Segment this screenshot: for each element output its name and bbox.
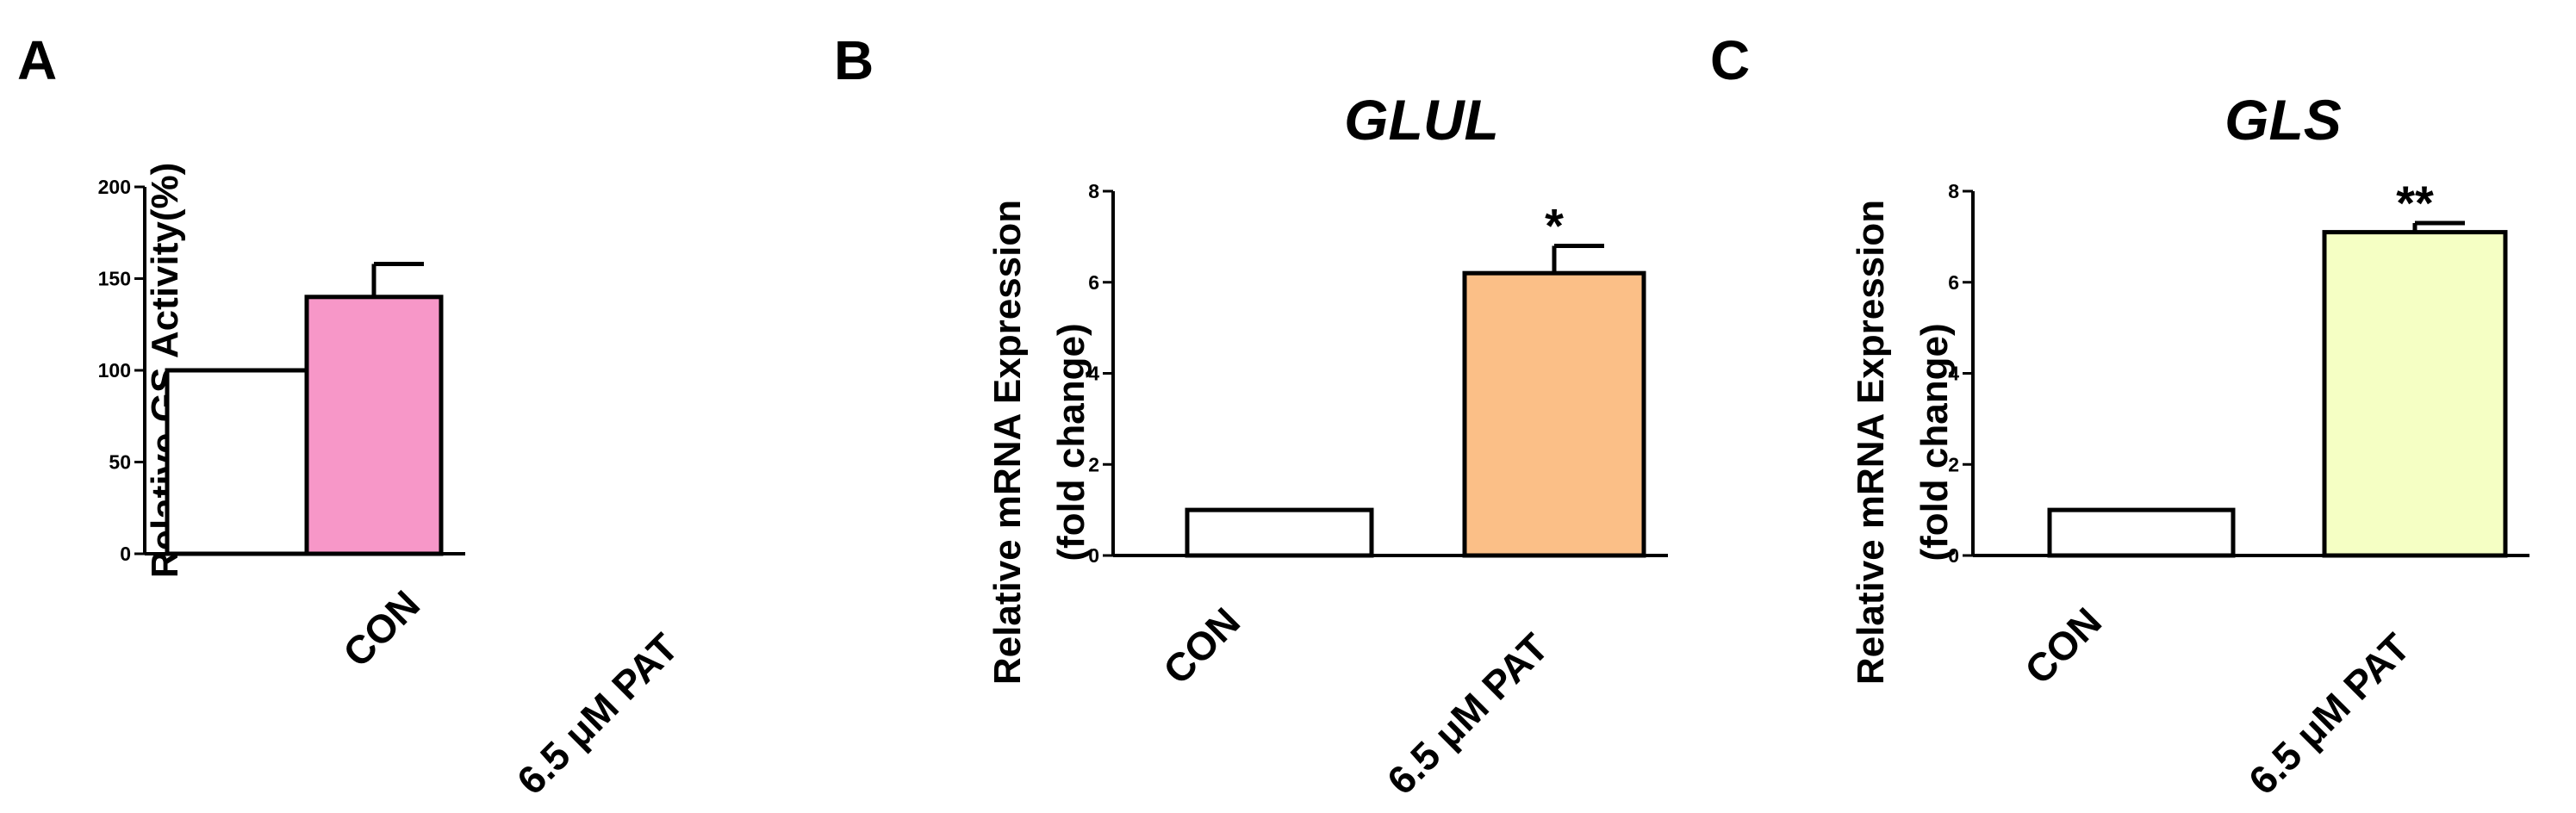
panel-letter: C: [1710, 29, 1750, 91]
y-tick-label: 4: [1088, 363, 1099, 385]
chart-title: GLUL: [1344, 88, 1499, 152]
panel-a: ARelative GS Activity(%)050100150200CON6…: [17, 29, 687, 804]
bar: [304, 295, 444, 556]
y-tick-label: 50: [109, 451, 131, 474]
panel-c: C GLS Relative mRNA Expression (fold change…: [1710, 29, 2529, 804]
y-axis-label: Relative mRNA Expression: [986, 200, 1029, 685]
x-category-label: 6.5 μM PAT: [2240, 624, 2418, 803]
y-tick-label: 150: [98, 268, 131, 290]
x-category-label: CON: [1154, 599, 1248, 692]
y-tick-label: 6: [1088, 271, 1099, 294]
y-tick-label: 8: [1088, 180, 1099, 202]
x-category-label: 6.5 μM PAT: [1378, 624, 1557, 803]
y-tick-label: 4: [1948, 363, 1959, 385]
significance-marker: *: [1545, 198, 1564, 252]
x-category-label: CON: [2016, 599, 2110, 692]
y-axis-label: (fold change): [1913, 323, 1956, 561]
panel-b: B GLUL Relative mRNA Expression (fold chang…: [834, 29, 1668, 804]
bar: [1185, 507, 1374, 558]
bar: [2047, 507, 2236, 558]
x-category-label: CON: [334, 581, 428, 675]
y-tick-label: 2: [1088, 453, 1099, 475]
panel-letter: B: [834, 29, 874, 91]
bar: [2322, 230, 2508, 558]
y-tick-label: 2: [1948, 453, 1959, 475]
y-tick-label: 0: [1088, 544, 1099, 567]
y-tick-label: 0: [120, 543, 131, 565]
bar: [1462, 270, 1646, 558]
chart-title: GLS: [2224, 88, 2342, 152]
x-category-label: 6.5 μM PAT: [508, 624, 687, 803]
y-tick-label: 6: [1948, 271, 1959, 294]
y-tick-label: 8: [1948, 180, 1959, 202]
panel-letter: A: [17, 29, 57, 91]
significance-marker: **: [2396, 176, 2434, 230]
y-tick-label: 0: [1948, 544, 1959, 567]
y-axis-label: Relative mRNA Expression: [1850, 200, 1892, 685]
y-axis-label: (fold change): [1050, 323, 1092, 561]
y-tick-label: 100: [98, 359, 131, 382]
y-tick-label: 200: [98, 176, 131, 198]
